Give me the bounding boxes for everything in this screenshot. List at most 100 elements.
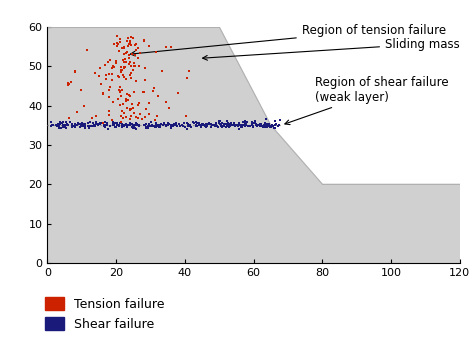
Point [167,122,175,127]
Point [191,120,198,125]
Point [192,123,200,128]
Point [112,58,120,64]
Point [121,110,128,115]
Point [116,49,123,54]
Point [256,123,264,128]
Point [245,123,252,128]
Point [134,45,142,51]
Point [120,64,128,69]
Point [68,124,76,129]
Point [101,63,109,68]
Point [115,87,122,92]
Point [63,122,71,127]
Point [59,120,67,125]
Point [116,84,124,89]
Point [64,123,72,128]
Point [128,51,136,57]
Point [146,123,153,128]
Point [226,123,234,129]
Point [217,121,224,127]
Point [210,123,218,128]
Point [62,120,70,125]
Point [126,123,134,128]
Point [185,123,193,129]
Point [267,124,274,130]
Point [115,75,123,80]
Point [127,107,134,112]
Point [129,35,137,40]
Point [83,48,91,53]
Point [145,123,153,128]
Point [155,124,162,129]
Point [159,122,166,128]
Point [241,120,248,126]
Point [72,122,79,127]
Point [139,89,146,95]
Point [257,121,264,126]
Point [276,118,283,123]
Point [202,121,210,126]
Point [60,124,68,129]
Point [112,125,119,130]
Point [204,121,212,127]
Point [137,50,144,56]
Point [127,113,134,119]
Point [79,121,86,127]
Point [145,111,152,117]
Point [208,121,215,127]
Point [251,121,258,126]
Point [135,64,143,69]
Point [127,42,135,47]
Point [107,124,114,129]
Point [53,123,60,128]
Point [49,122,56,127]
Point [271,119,279,124]
Point [152,120,160,125]
Point [122,122,130,127]
Point [119,122,127,128]
Point [175,121,183,126]
Point [47,123,55,128]
Point [157,121,164,127]
Point [76,124,84,129]
Point [64,121,71,126]
Point [100,123,108,129]
Point [212,123,220,128]
Point [256,121,264,127]
Point [124,97,131,102]
Point [168,122,175,127]
Point [145,101,153,106]
Point [103,122,110,127]
Point [256,122,264,127]
Point [232,122,240,128]
Point [159,69,166,74]
Point [140,89,147,95]
Point [179,124,187,129]
Point [127,70,135,75]
Point [118,122,126,127]
Point [262,122,270,127]
Point [124,35,131,41]
Point [272,126,279,131]
Point [135,123,143,128]
Point [249,122,256,128]
Point [71,68,78,73]
Point [167,122,175,128]
Point [272,121,280,127]
Point [153,124,161,129]
Point [164,122,172,127]
Point [251,119,259,124]
Point [117,89,124,94]
Point [213,122,220,128]
Point [89,121,96,126]
Point [125,56,132,61]
Point [64,80,72,85]
Point [148,123,155,128]
Point [108,71,116,76]
Point [149,88,157,94]
Point [97,81,105,87]
Point [219,124,226,129]
Point [134,123,142,128]
Point [230,122,238,128]
Point [187,125,195,130]
